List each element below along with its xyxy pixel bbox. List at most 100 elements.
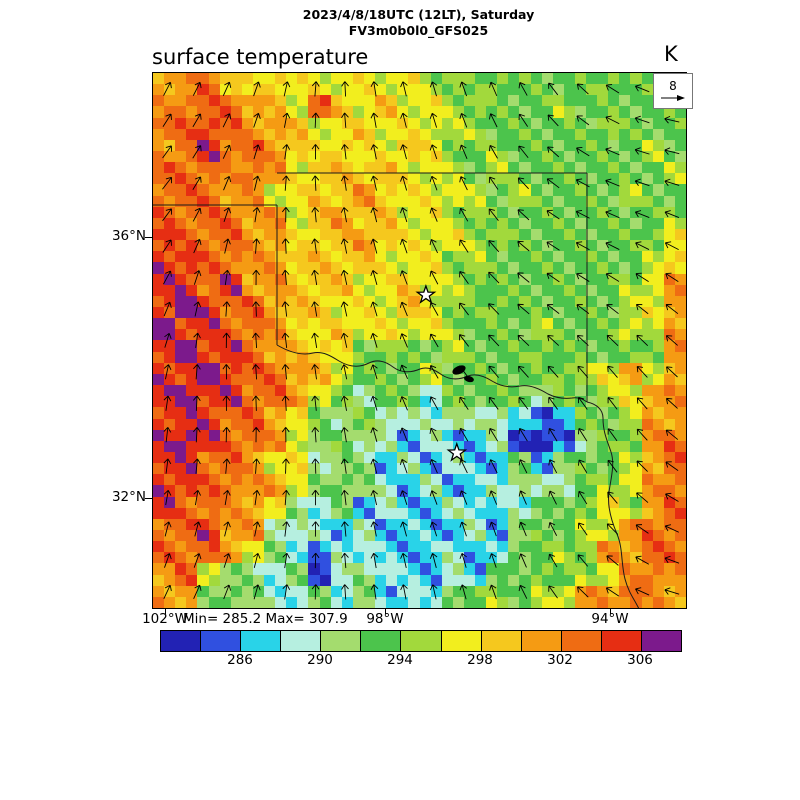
heatmap-cell [552, 262, 564, 274]
heatmap-cell [341, 173, 353, 185]
heatmap-cell [619, 362, 631, 374]
heatmap-cell [386, 162, 398, 174]
heatmap-cell [586, 195, 598, 207]
heatmap-cell [330, 229, 342, 241]
heatmap-cell [208, 184, 220, 196]
heatmap-cell [264, 440, 276, 452]
heatmap-cell [463, 95, 476, 107]
heatmap-cell [297, 284, 309, 296]
heatmap-cell [164, 173, 176, 185]
heatmap-cell [430, 474, 442, 486]
heatmap-cell [419, 95, 431, 107]
heatmap-cell [197, 574, 209, 586]
heatmap-cell [441, 518, 453, 530]
heatmap-cell [630, 262, 642, 274]
heatmap-cell [208, 173, 220, 185]
heatmap-cell [519, 362, 531, 374]
heatmap-cell [508, 440, 520, 452]
heatmap-cell [663, 596, 675, 608]
heatmap-cell [530, 151, 542, 163]
heatmap-cell [386, 329, 398, 341]
heatmap-cell [497, 585, 509, 597]
heatmap-cell [597, 429, 609, 441]
heatmap-cell [475, 240, 487, 252]
heatmap-cell [430, 541, 442, 553]
heatmap-cell [264, 585, 276, 597]
heatmap-cell [652, 162, 664, 174]
heatmap-cell [230, 128, 242, 140]
heatmap-cell [297, 529, 309, 542]
heatmap-cell [197, 585, 209, 597]
heatmap-cell [641, 195, 653, 207]
heatmap-cell [330, 340, 342, 352]
heatmap-cell [241, 195, 253, 207]
heatmap-cell [663, 106, 675, 118]
heatmap-cell [563, 585, 575, 597]
heatmap-cell [164, 206, 176, 218]
heatmap-cell [486, 407, 498, 419]
colorbar [160, 630, 682, 652]
heatmap-cell [563, 507, 575, 519]
heatmap-cell [630, 117, 642, 129]
heatmap-cell [641, 84, 653, 96]
heatmap-cell [286, 295, 298, 308]
heatmap-cell [486, 329, 498, 341]
heatmap-cell [286, 251, 298, 263]
heatmap-cell [497, 307, 509, 319]
heatmap-cell [197, 429, 209, 441]
heatmap-cell [674, 240, 686, 252]
heatmap-cell [430, 440, 442, 452]
heatmap-cell [230, 596, 242, 608]
heatmap-cell [219, 151, 231, 163]
heatmap-cell [552, 117, 564, 129]
heatmap-cell [619, 574, 631, 586]
heatmap-cell [497, 396, 509, 408]
heatmap-cell [508, 485, 520, 497]
heatmap-cell [497, 173, 509, 185]
heatmap-cell [164, 73, 176, 85]
heatmap-cell [408, 429, 420, 441]
heatmap-cell [186, 418, 198, 430]
heatmap-cell [330, 407, 342, 419]
heatmap-cell [486, 518, 498, 530]
heatmap-cell [386, 485, 398, 497]
heatmap-cell [408, 362, 420, 374]
heatmap-cell [430, 596, 442, 608]
heatmap-cell [441, 574, 453, 586]
heatmap-cell [497, 84, 509, 96]
heatmap-cell [419, 195, 431, 207]
heatmap-cell [586, 429, 598, 441]
heatmap-cell [264, 206, 276, 218]
heatmap-cell [486, 162, 498, 174]
heatmap-cell [319, 407, 331, 419]
heatmap-cell [530, 295, 542, 308]
run-title: 2023/4/8/18UTC (12LT), Saturday [302, 7, 535, 22]
heatmap-cell [319, 485, 331, 497]
heatmap-cell [452, 529, 464, 542]
heatmap-cell [208, 596, 220, 608]
heatmap-cell [486, 474, 498, 486]
heatmap-cell [264, 240, 276, 252]
heatmap-cell [674, 195, 686, 207]
heatmap-cell [408, 162, 420, 174]
heatmap-cell [608, 485, 620, 497]
heatmap-cell [552, 206, 564, 218]
heatmap-cell [175, 518, 187, 530]
heatmap-cell [408, 373, 420, 386]
heatmap-cell [319, 541, 331, 553]
heatmap-cell [674, 295, 686, 308]
heatmap-cell [375, 407, 387, 419]
heatmap-cell [153, 329, 165, 341]
heatmap-cell [241, 173, 253, 185]
heatmap-cell [264, 173, 276, 185]
heatmap-cell [652, 373, 664, 386]
heatmap-cell [241, 273, 253, 285]
heatmap-cell [486, 418, 498, 430]
heatmap-cell [475, 496, 487, 508]
heatmap-cell [641, 463, 653, 475]
heatmap-cell [386, 318, 398, 330]
heatmap-cell [363, 541, 376, 553]
heatmap-cell [197, 518, 209, 530]
heatmap-cell [386, 407, 398, 419]
heatmap-cell [663, 518, 675, 530]
